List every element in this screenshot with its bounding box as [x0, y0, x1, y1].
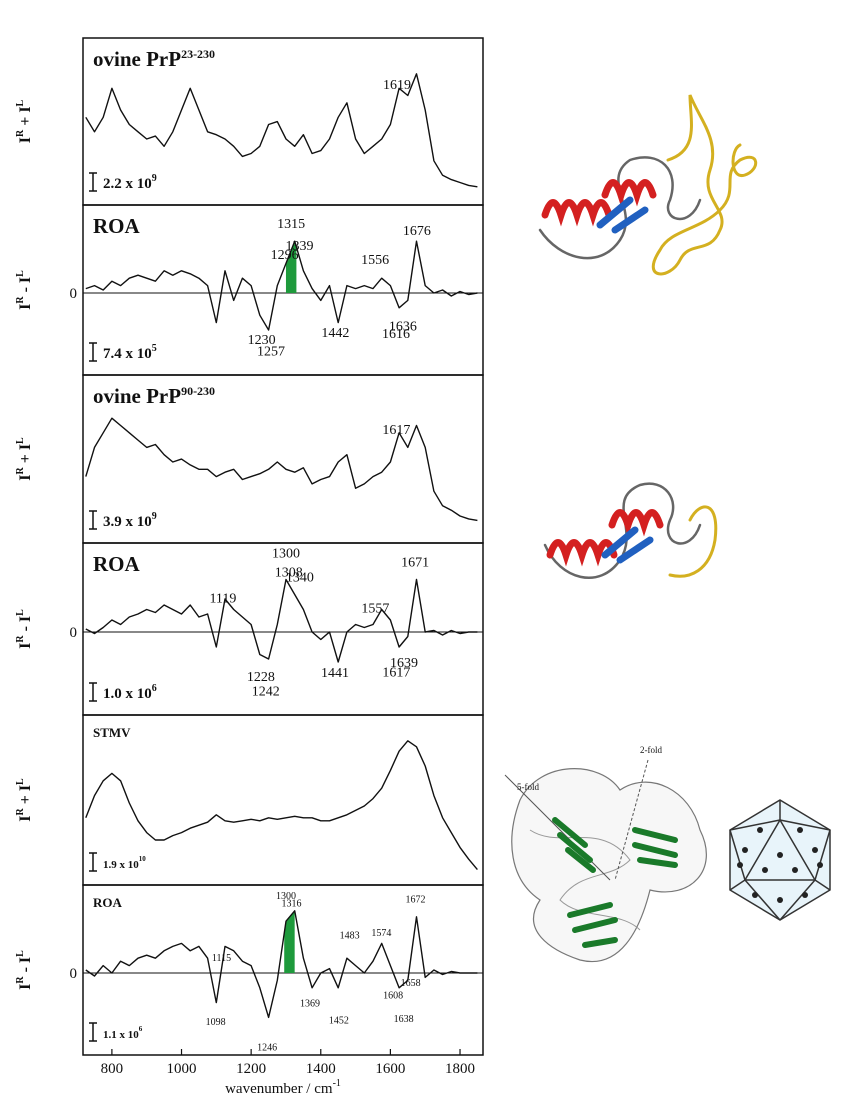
y-tick-label: 0	[70, 625, 78, 641]
peak-label: 1441	[321, 666, 349, 681]
scale-label: 7.4 x 105	[103, 343, 157, 362]
scale-text: 1.1 x 10	[103, 1029, 139, 1041]
peak-label: 1246	[257, 1043, 277, 1054]
peak-label: 1556	[361, 253, 389, 268]
peak-label: 1369	[300, 999, 320, 1010]
panel-title: ROA	[93, 552, 141, 576]
y-label-sup: L	[15, 437, 26, 444]
peak-label: 1300	[272, 547, 300, 562]
peak-label: 1242	[252, 685, 280, 700]
peak-label: 1340	[286, 571, 314, 586]
peak-label: 1315	[277, 217, 305, 232]
panel-title-text: ROA	[93, 552, 141, 576]
background	[0, 0, 845, 1101]
x-axis-label: wavenumber / cm-1	[225, 1078, 341, 1097]
scale-exp: 9	[152, 173, 157, 184]
scale-text: 3.9 x 10	[103, 514, 152, 530]
page: {"chart_data": [ {"type": "line", "title…	[0, 0, 845, 1101]
scale-label: 2.2 x 109	[103, 173, 157, 192]
panel-title: ROA	[93, 214, 141, 238]
panel-title-text: ovine PrP	[93, 47, 181, 71]
structure-label: 2-fold	[640, 745, 662, 755]
y-label-text: - I	[17, 616, 34, 636]
scale-exp: 10	[139, 855, 147, 863]
peak-label: 1638	[394, 1014, 414, 1025]
scale-exp: 6	[139, 1025, 143, 1033]
peak-label: 1658	[401, 978, 421, 989]
peak-label: 1619	[383, 78, 411, 93]
panel-title: ROA	[93, 895, 123, 910]
y-label-sup: L	[15, 99, 26, 106]
peak-label: 1115	[212, 953, 231, 964]
y-label-sup: L	[15, 950, 26, 957]
structure-label: 5-fold	[517, 782, 539, 792]
scale-exp: 6	[152, 683, 157, 694]
y-label-sup: L	[15, 270, 26, 277]
y-label-text: + I	[17, 444, 34, 467]
panel-title-sup: 90-230	[181, 384, 215, 398]
panel-title: STMV	[93, 725, 131, 740]
panel-title-text: ROA	[93, 895, 123, 910]
peak-label: 1608	[383, 991, 403, 1002]
y-tick-label: 0	[70, 966, 78, 982]
peak-label: 1452	[329, 1015, 349, 1026]
x-label-sup: -1	[333, 1078, 341, 1089]
y-label-text: + I	[17, 106, 34, 129]
scale-text: 7.4 x 10	[103, 346, 152, 362]
peak-label: 1119	[209, 592, 236, 607]
y-label-text: + I	[17, 785, 34, 808]
peak-label: 1228	[247, 670, 275, 685]
peak-label: 1676	[403, 224, 431, 239]
peak-label: 1636	[389, 320, 417, 335]
peak-label: 1316	[282, 899, 302, 910]
peak-label: 1339	[286, 239, 314, 254]
x-tick-label: 1800	[445, 1061, 475, 1077]
peak-label: 1098	[206, 1017, 226, 1028]
x-label-text: wavenumber / cm	[225, 1081, 333, 1097]
peak-label: 1442	[321, 326, 349, 341]
peak-label: 1617	[382, 423, 410, 438]
panel-title-text: ovine PrP	[93, 384, 181, 408]
y-label-text: - I	[17, 957, 34, 977]
peak-label: 1639	[390, 656, 418, 671]
panel-title-text: ROA	[93, 214, 141, 238]
x-tick-label: 1200	[236, 1061, 266, 1077]
scale-text: 2.2 x 10	[103, 176, 152, 192]
scale-exp: 5	[152, 343, 157, 354]
peak-label: 1671	[401, 556, 429, 571]
scale-label: 1.0 x 106	[103, 683, 157, 702]
y-tick-label: 0	[70, 286, 78, 302]
peak-label: 1483	[340, 931, 360, 942]
peak-label: 1672	[405, 894, 425, 905]
scale-label: 3.9 x 109	[103, 511, 157, 530]
y-label-text: - I	[17, 277, 34, 297]
scale-text: 1.0 x 10	[103, 686, 152, 702]
peak-label: 1557	[361, 601, 389, 616]
y-label-sup: L	[15, 778, 26, 785]
x-tick-label: 1400	[306, 1061, 336, 1077]
peak-label: 1257	[257, 345, 285, 360]
panel-title-sup: 23-230	[181, 47, 215, 61]
peak-label: 1574	[371, 928, 391, 939]
panel-title-text: STMV	[93, 725, 131, 740]
x-tick-label: 800	[101, 1061, 124, 1077]
figure: 5-fold 2-fold ovine PrP23-230IR + IL2.2 …	[0, 0, 845, 1101]
x-tick-label: 1600	[375, 1061, 405, 1077]
scale-exp: 9	[152, 511, 157, 522]
scale-text: 1.9 x 10	[103, 859, 139, 871]
x-tick-label: 1000	[167, 1061, 197, 1077]
y-label-sup: L	[15, 609, 26, 616]
